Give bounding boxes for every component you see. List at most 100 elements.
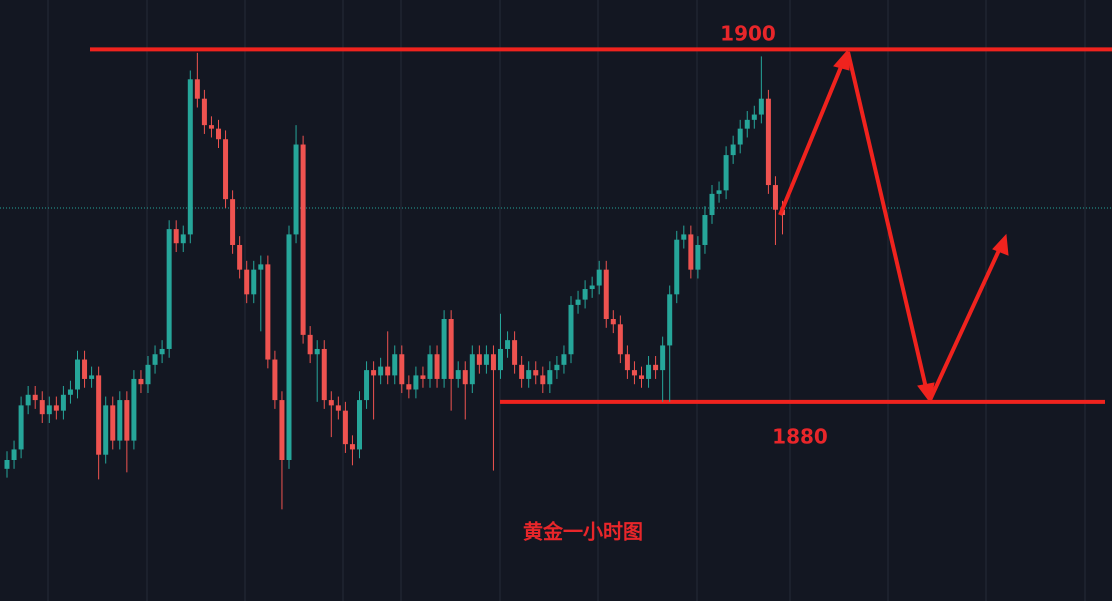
candle-body xyxy=(582,289,588,300)
candle-body xyxy=(201,98,207,126)
candle-body xyxy=(441,319,447,379)
candle-body xyxy=(498,348,503,371)
candle-body xyxy=(335,405,341,411)
candle-body xyxy=(96,375,102,455)
candle-body xyxy=(420,375,426,379)
candle-body xyxy=(272,359,278,401)
candle-body xyxy=(639,375,644,379)
candle-body xyxy=(455,370,461,379)
level-label: 1880 xyxy=(772,425,828,449)
candle-body xyxy=(82,359,88,379)
candle-body xyxy=(758,98,764,115)
chart-title: 黄金一小时图 xyxy=(523,520,643,544)
candle-body xyxy=(540,375,546,385)
candle-body xyxy=(413,375,419,390)
candle-body xyxy=(194,79,200,99)
candle-body xyxy=(25,394,31,406)
candle-body xyxy=(357,400,362,450)
candle-body xyxy=(695,244,701,270)
candle-body xyxy=(624,354,630,371)
candle-body xyxy=(561,354,567,365)
candle-body xyxy=(258,264,264,270)
forecast-arrow xyxy=(778,61,845,216)
candle-body xyxy=(349,444,355,450)
candle-body xyxy=(159,348,165,355)
candle-body xyxy=(603,269,609,320)
candle-body xyxy=(568,304,574,355)
candle-body xyxy=(751,114,757,120)
candle-body xyxy=(448,319,454,379)
candle-body xyxy=(688,234,694,270)
candle-body xyxy=(307,334,313,355)
candle-body xyxy=(328,400,334,406)
candle-body xyxy=(4,460,10,469)
candle-body xyxy=(314,348,320,355)
candle-body xyxy=(476,354,482,365)
candle-body xyxy=(505,340,511,349)
candle-body xyxy=(60,394,66,411)
candle-body xyxy=(180,234,186,244)
candle-body xyxy=(772,185,778,210)
candle-body xyxy=(596,269,602,286)
plot-area xyxy=(0,47,1112,510)
candle-body xyxy=(39,400,45,415)
candle-body xyxy=(67,389,73,395)
candle-body xyxy=(117,400,123,441)
candle-body xyxy=(646,364,652,379)
candle-body xyxy=(575,299,581,305)
candle-body xyxy=(378,366,384,376)
arrow-head xyxy=(992,233,1009,256)
candle-body xyxy=(554,364,560,371)
candle-body xyxy=(166,229,172,349)
candle-body xyxy=(216,128,221,140)
candle-body xyxy=(681,234,687,240)
candle-body xyxy=(110,405,116,441)
candle-body xyxy=(723,155,729,191)
candle-body xyxy=(490,354,496,371)
candle-body xyxy=(406,384,412,390)
candle-body xyxy=(300,144,306,335)
candle-body xyxy=(434,354,440,379)
candle-body xyxy=(744,119,750,129)
candle-body xyxy=(364,370,370,401)
candle-body xyxy=(617,324,623,355)
candle-body xyxy=(89,375,95,379)
candle-body xyxy=(702,215,708,245)
candle-body xyxy=(286,234,292,461)
candle-body xyxy=(737,128,743,145)
candle-body xyxy=(131,378,137,441)
candle-body xyxy=(251,269,257,295)
candle-body xyxy=(244,269,250,295)
candle-body xyxy=(674,239,680,295)
forecast-arrows xyxy=(778,48,1009,404)
candle-body xyxy=(519,364,525,379)
candle-body xyxy=(631,370,637,376)
candle-body xyxy=(293,144,299,235)
candle-body xyxy=(392,354,398,376)
candle-body xyxy=(533,370,539,376)
candle-body xyxy=(11,449,17,461)
candle-body xyxy=(145,364,151,385)
candle-body xyxy=(208,125,214,129)
candle-body xyxy=(716,190,722,194)
candle-body xyxy=(265,264,271,360)
candle-body xyxy=(371,370,377,376)
candle-body xyxy=(660,345,666,371)
candle-body xyxy=(610,319,616,325)
candle-body xyxy=(237,244,243,270)
forecast-arrow xyxy=(928,247,1002,401)
candle-body xyxy=(173,229,179,244)
candle-body xyxy=(399,354,405,385)
candle-body xyxy=(32,394,38,401)
candle-body xyxy=(385,366,391,376)
candle-body xyxy=(75,359,80,390)
candle-body xyxy=(103,405,109,455)
candle-body xyxy=(279,400,285,461)
candle-body xyxy=(187,79,193,235)
candle-body xyxy=(469,354,475,385)
candle-body xyxy=(589,285,595,290)
forecast-arrow xyxy=(846,51,928,389)
candle-body xyxy=(730,144,736,156)
